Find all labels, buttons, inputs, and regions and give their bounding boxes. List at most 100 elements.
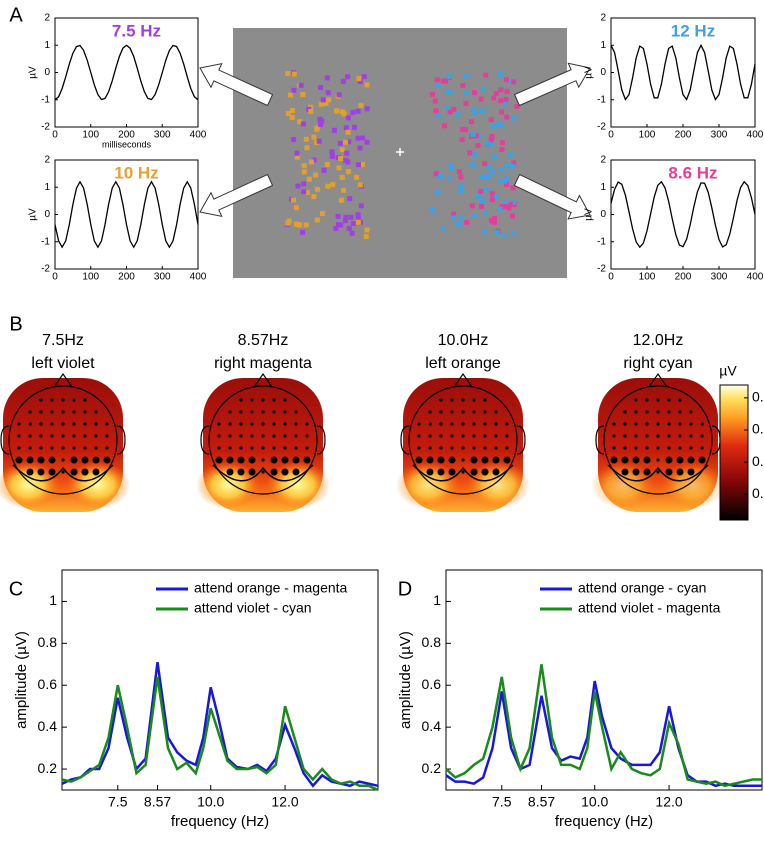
stimulus-square bbox=[469, 119, 475, 125]
y-tick-label: 2 bbox=[600, 13, 606, 24]
stimulus-square bbox=[449, 165, 455, 171]
stimulus-square bbox=[472, 151, 478, 157]
electrode bbox=[687, 468, 695, 476]
electrode bbox=[461, 398, 465, 402]
electrode bbox=[621, 468, 629, 476]
x-tick-label: 400 bbox=[190, 272, 207, 283]
map-hotspot bbox=[661, 461, 725, 509]
electrode bbox=[450, 398, 454, 402]
stimulus-square bbox=[459, 137, 465, 143]
stimulus-square bbox=[289, 107, 295, 113]
contour bbox=[12, 464, 114, 482]
electrode bbox=[439, 446, 443, 450]
stimulus-square bbox=[430, 91, 436, 97]
electrode bbox=[270, 456, 278, 464]
electrode bbox=[94, 434, 98, 438]
electrode bbox=[634, 434, 638, 438]
electrode bbox=[621, 456, 629, 464]
electrode bbox=[665, 456, 673, 464]
stimulus-square bbox=[308, 108, 314, 114]
electrode bbox=[272, 434, 276, 438]
stimulus-square bbox=[314, 217, 320, 223]
stimulus-square bbox=[335, 213, 341, 219]
stimulus-square bbox=[488, 117, 494, 123]
stimulus-square bbox=[311, 194, 317, 200]
electrode bbox=[50, 410, 54, 414]
x-tick-label: 7.5 bbox=[108, 794, 128, 810]
stimulus-square bbox=[451, 106, 457, 112]
electrode bbox=[72, 434, 76, 438]
y-tick-label: 0.6 bbox=[38, 676, 58, 692]
electrode bbox=[39, 446, 43, 450]
stimulus-square bbox=[504, 176, 510, 182]
x-tick-label: 100 bbox=[639, 272, 656, 283]
stimulus-square bbox=[494, 194, 500, 200]
electrode bbox=[226, 456, 234, 464]
stimulus-square bbox=[514, 103, 520, 109]
map-title: 10.0Hz bbox=[438, 332, 489, 349]
stimulus-square bbox=[338, 156, 344, 162]
electrode bbox=[261, 434, 265, 438]
electrode bbox=[61, 410, 65, 414]
stimulus-square bbox=[511, 199, 517, 205]
stimulus-square bbox=[503, 181, 509, 187]
electrode bbox=[48, 456, 56, 464]
electrode bbox=[698, 456, 706, 464]
stimulus-square bbox=[343, 125, 349, 131]
head-outline bbox=[8, 385, 118, 495]
x-tick-label: 100 bbox=[82, 130, 99, 141]
stimulus-square bbox=[503, 200, 509, 206]
plot-area bbox=[610, 17, 756, 128]
electrode bbox=[623, 434, 627, 438]
electrode bbox=[37, 468, 45, 476]
electrode bbox=[261, 446, 265, 450]
electrode bbox=[428, 422, 432, 426]
x-tick-label: 0 bbox=[608, 130, 614, 141]
electrode bbox=[689, 410, 693, 414]
stimulus-square bbox=[503, 96, 509, 102]
stimulus-square bbox=[319, 211, 325, 217]
stimulus-square bbox=[340, 109, 346, 115]
electrode bbox=[689, 446, 693, 450]
stimulus-square bbox=[482, 173, 488, 179]
stimulus-square bbox=[497, 178, 503, 184]
stimulus-square bbox=[304, 145, 310, 151]
stimulus-square bbox=[509, 163, 515, 169]
electrode bbox=[283, 434, 287, 438]
electrode bbox=[94, 422, 98, 426]
y-tick-label: -2 bbox=[597, 122, 606, 133]
electrode bbox=[461, 434, 465, 438]
y-tick-label: -2 bbox=[597, 264, 606, 275]
electrode bbox=[450, 410, 454, 414]
y-axis-label: µV bbox=[584, 208, 595, 221]
stimulus-square bbox=[360, 135, 366, 141]
ear bbox=[316, 425, 326, 455]
electrode bbox=[17, 446, 21, 450]
electrode bbox=[700, 434, 704, 438]
stimulus-square bbox=[330, 182, 336, 188]
stimulus-square bbox=[472, 110, 478, 116]
stimulus-square bbox=[318, 121, 324, 127]
electrode bbox=[656, 446, 660, 450]
map-hotspot bbox=[591, 461, 655, 509]
map-hotspot bbox=[196, 461, 260, 509]
stimulus-square bbox=[442, 123, 448, 129]
waveform bbox=[610, 180, 756, 249]
electrode bbox=[472, 410, 476, 414]
legend-label: attend orange - magenta bbox=[194, 580, 348, 596]
y-tick-label: 0.2 bbox=[422, 760, 442, 776]
electrode bbox=[61, 422, 65, 426]
electrode bbox=[50, 422, 54, 426]
stimulus-square bbox=[475, 143, 481, 149]
electrode bbox=[470, 456, 478, 464]
electrode bbox=[83, 446, 87, 450]
y-tick-label: 1 bbox=[433, 592, 441, 608]
stimulus-square bbox=[504, 114, 510, 120]
stimulus-square bbox=[294, 154, 300, 160]
map-subtitle: right magenta bbox=[214, 355, 312, 372]
stimulus-square bbox=[364, 227, 370, 233]
stimulus-square bbox=[511, 115, 517, 121]
y-tick-label: 2 bbox=[44, 13, 50, 24]
stimulus-square bbox=[306, 176, 312, 182]
